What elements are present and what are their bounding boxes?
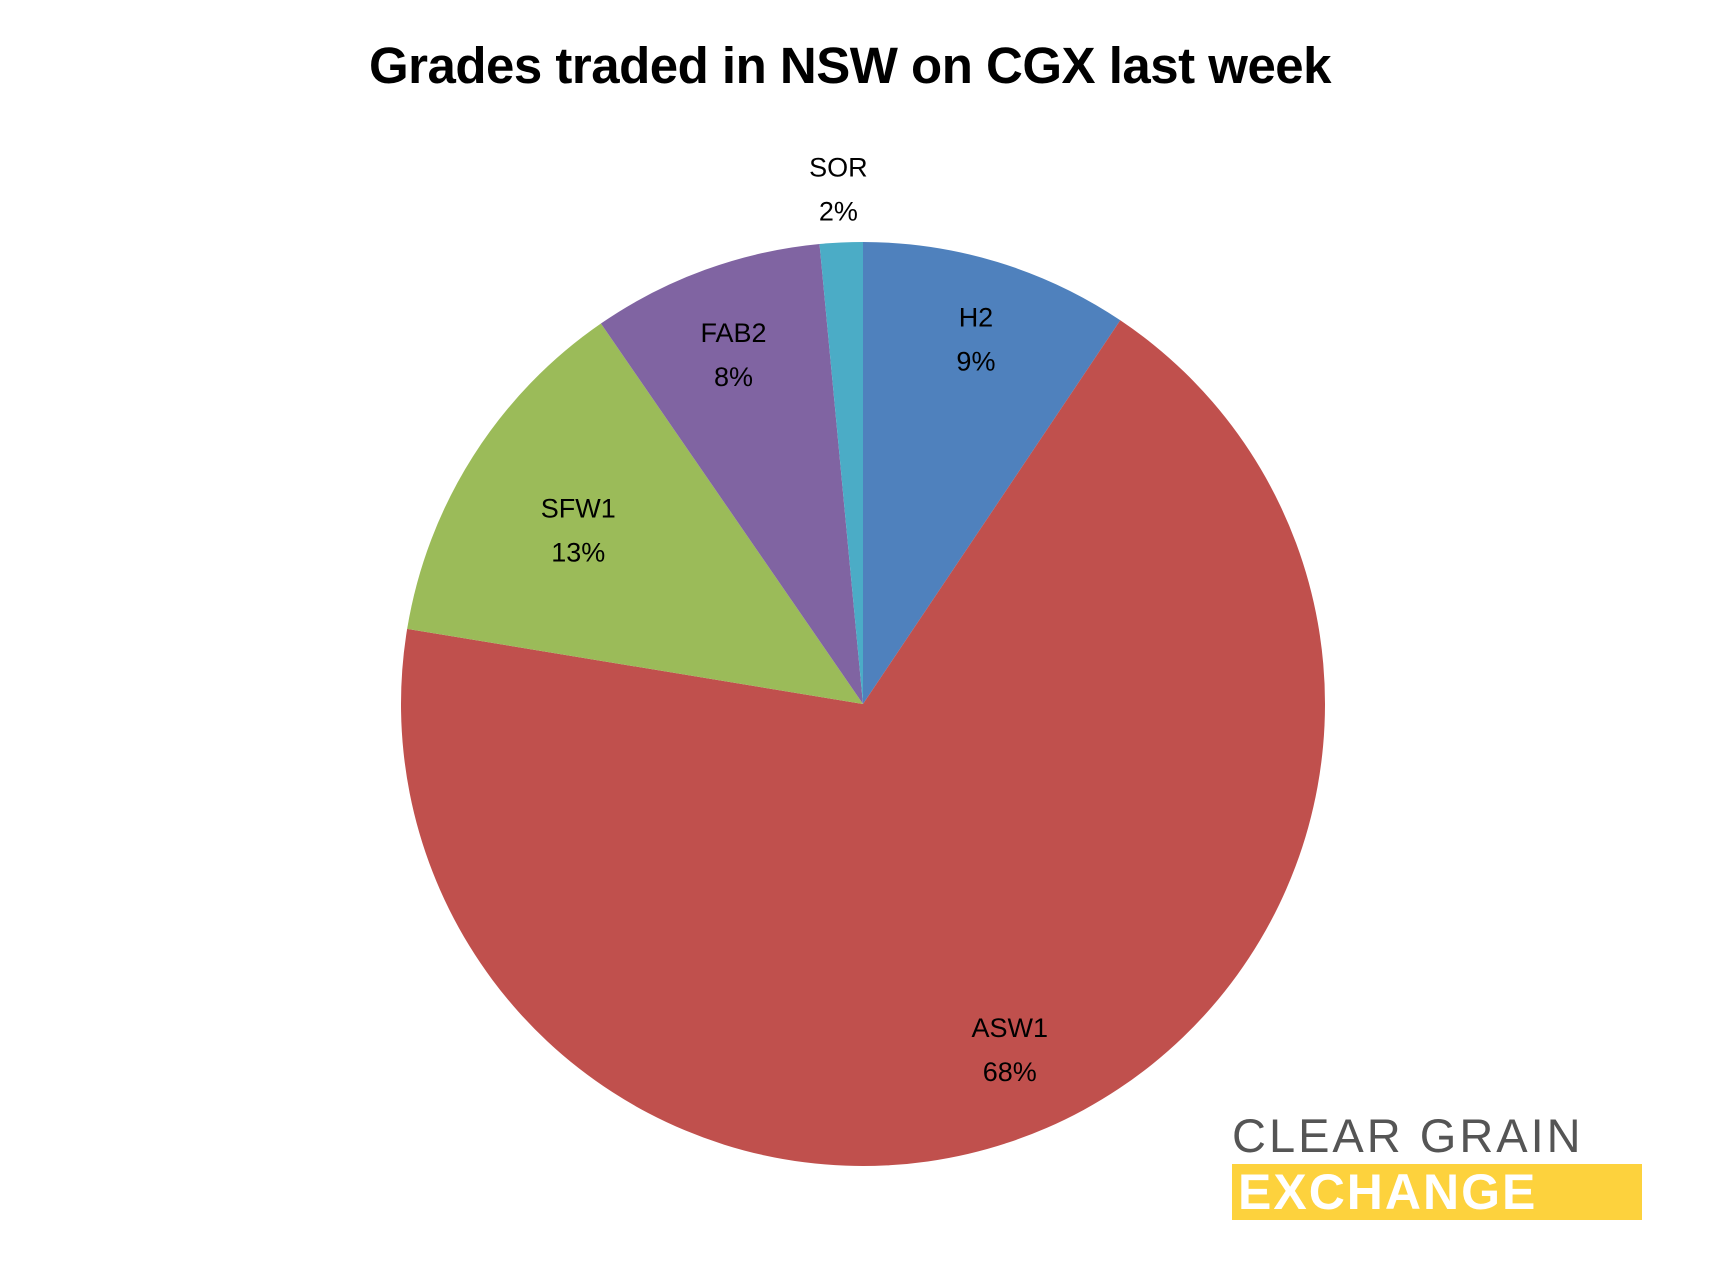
slice-label-name: H2 (959, 303, 994, 333)
pie-slice-asw1 (401, 320, 1325, 1166)
slice-label-name: ASW1 (972, 1013, 1049, 1043)
slice-label-name: FAB2 (701, 318, 767, 348)
slice-label-percent: 9% (956, 347, 995, 377)
slice-label-percent: 2% (819, 197, 858, 227)
pie-slice-fab2 (600, 244, 863, 705)
chart-title: Grades traded in NSW on CGX last week (368, 37, 1332, 94)
slice-label-name: SFW1 (541, 493, 616, 523)
clear-grain-exchange-logo: CLEAR GRAIN EXCHANGE (1232, 1112, 1642, 1220)
pie-slice-sfw1 (407, 323, 863, 704)
slice-label-percent: 68% (983, 1057, 1037, 1087)
slice-label-percent: 8% (714, 362, 753, 392)
logo-line2: EXCHANGE (1232, 1164, 1642, 1220)
pie-slice-h2 (863, 242, 1121, 704)
pie-slice-sor (819, 242, 863, 704)
logo-line1: CLEAR GRAIN (1232, 1109, 1584, 1162)
slice-label-name: SOR (809, 153, 868, 183)
slice-label-percent: 13% (551, 537, 605, 567)
